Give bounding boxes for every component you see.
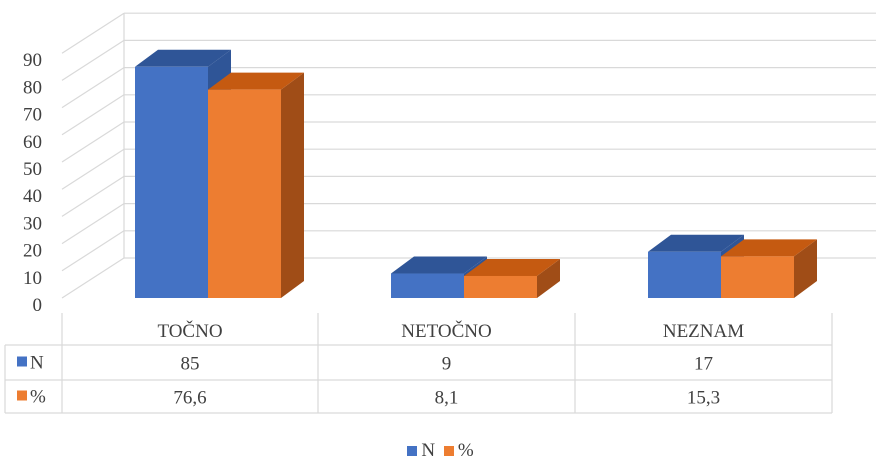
gridline-diag	[61, 230, 125, 272]
y-tick-label: 70	[23, 105, 42, 126]
table-cell: 17	[694, 354, 713, 375]
bar-top	[721, 239, 817, 257]
legend-item-percent: %	[443, 440, 474, 462]
bar-side	[281, 72, 304, 298]
table-cell: 15,3	[687, 388, 720, 409]
legend-label-percent: %	[457, 440, 474, 461]
gridline-diag	[61, 67, 125, 109]
category-label: NEZNAM	[663, 321, 744, 342]
bar-percent-0	[208, 72, 304, 298]
bar-top	[648, 234, 744, 252]
gridline-diag	[61, 148, 125, 190]
y-tick-label: 40	[23, 186, 42, 207]
gridline-diag	[61, 203, 125, 245]
y-tick-label: 50	[23, 159, 42, 180]
table-legend-key	[17, 390, 27, 401]
table-cell: 76,6	[173, 388, 206, 409]
y-tick-label: 90	[23, 50, 42, 71]
bar-front	[648, 251, 721, 298]
legend-swatch-n	[407, 446, 418, 456]
bar-top	[208, 72, 304, 90]
gridline-diag	[61, 175, 125, 217]
table-series-name: %	[30, 387, 46, 408]
bar-percent-2	[721, 239, 817, 298]
bar-side	[794, 239, 817, 298]
gridline-diag	[61, 39, 125, 81]
table-series-name: N	[30, 353, 44, 374]
bar-percent-1	[464, 258, 560, 298]
table-cell: 8,1	[435, 388, 459, 409]
legend-swatch-percent	[443, 446, 454, 456]
bar-front	[464, 275, 537, 298]
y-axis-ticks: 0 10 20 30 40 50 60 70 80 90	[23, 50, 42, 316]
legend: N %	[0, 440, 881, 462]
gridline-diag	[61, 121, 125, 163]
bar-front	[135, 66, 208, 298]
bar-side	[537, 258, 560, 298]
gridline-diag	[61, 12, 125, 54]
y-tick-label: 0	[33, 295, 43, 316]
gridline-diag	[61, 257, 125, 299]
bar-top	[464, 258, 560, 276]
bar-front	[391, 273, 464, 298]
table-cell: 85	[181, 354, 200, 375]
bars	[135, 49, 817, 298]
table-legend-key	[17, 356, 27, 367]
table-cell: 9	[442, 354, 452, 375]
bar-top	[391, 256, 487, 274]
category-label: NETOČNO	[401, 320, 491, 342]
y-tick-label: 20	[23, 241, 42, 262]
category-label: TOČNO	[157, 320, 222, 342]
bar-chart-3d: 0 10 20 30 40 50 60 70 80 90 TOČNO NETOČNO NEZNAM N 8…	[4, 12, 876, 414]
y-tick-label: 10	[23, 268, 42, 289]
y-tick-label: 30	[23, 213, 42, 234]
gridline-diag	[61, 94, 125, 136]
bar-front	[721, 256, 794, 298]
legend-item-n: N	[407, 440, 435, 462]
legend-label-n: N	[421, 440, 436, 461]
data-table: TOČNO NETOČNO NEZNAM N 85 9 17% 76,6 8,1 15,3	[4, 313, 833, 414]
y-tick-label: 80	[23, 77, 42, 98]
bar-front	[208, 89, 281, 298]
y-tick-label: 60	[23, 132, 42, 153]
bar-top	[135, 49, 231, 67]
